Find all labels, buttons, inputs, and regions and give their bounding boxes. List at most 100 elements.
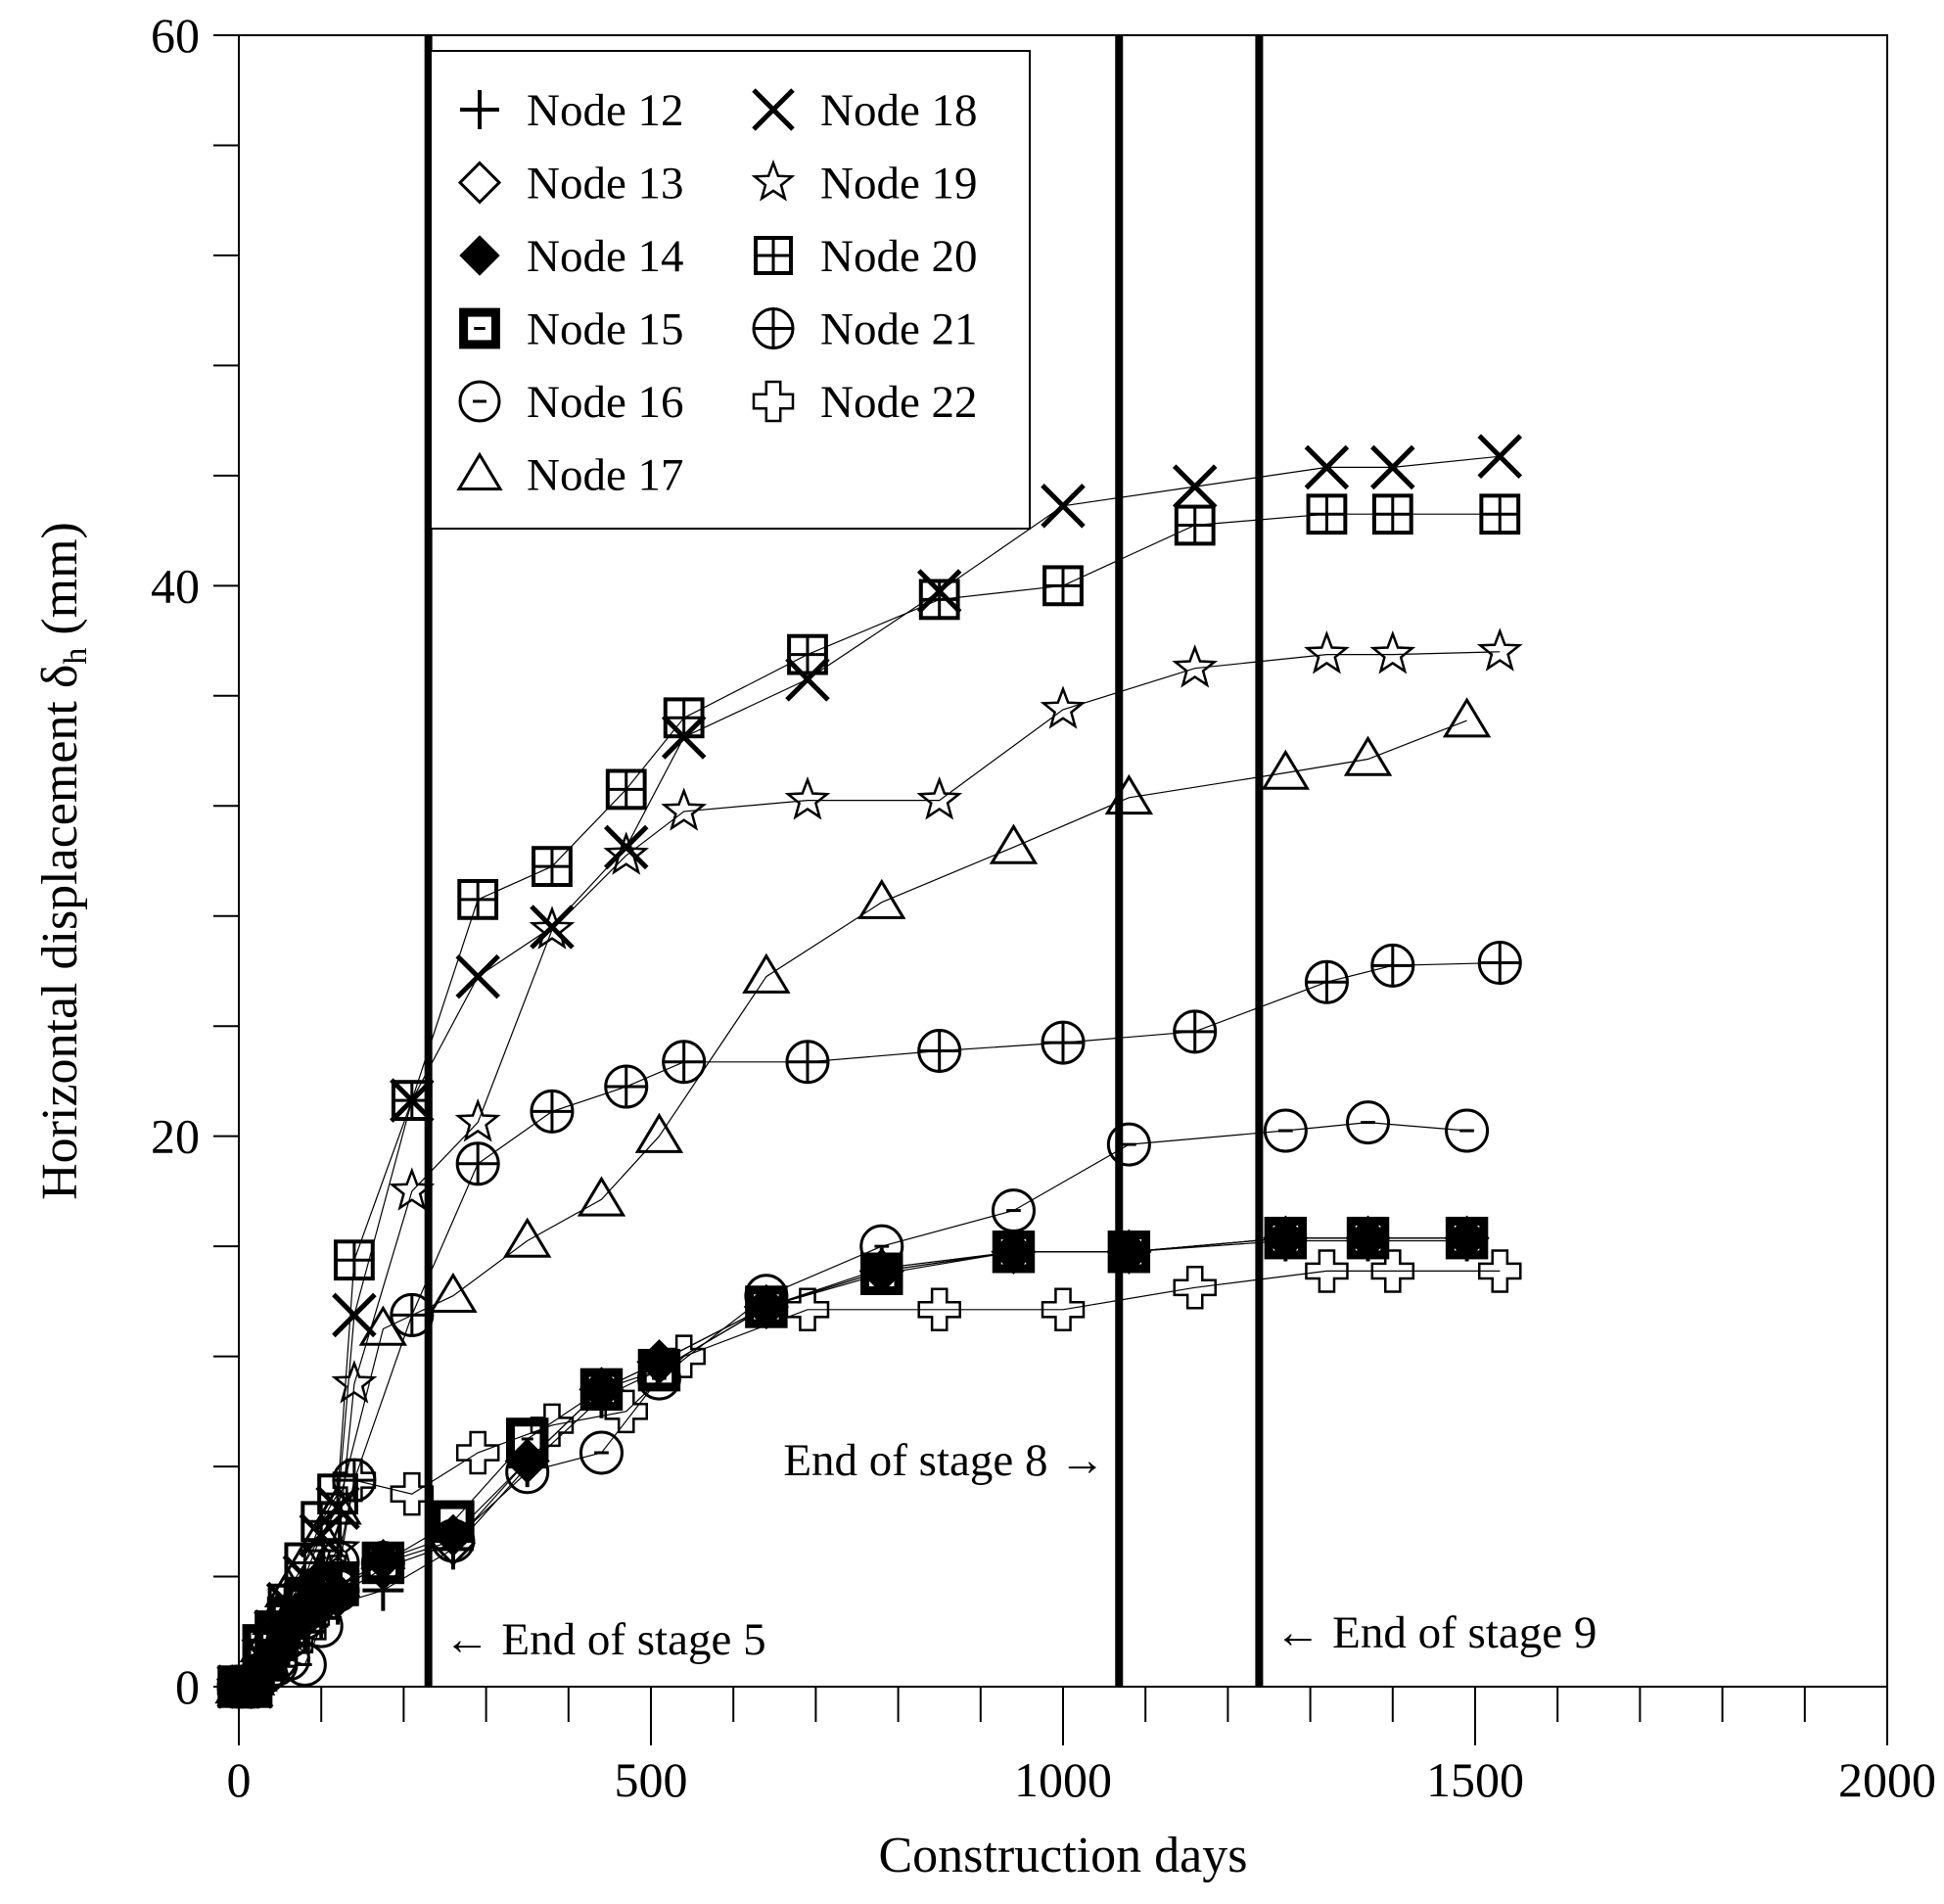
legend-label: Node 14: [527, 231, 684, 282]
data-point: [1263, 1108, 1308, 1153]
data-point: [1306, 493, 1348, 535]
data-point: [603, 824, 649, 870]
data-point: [662, 1334, 706, 1378]
data-point: [429, 1272, 478, 1313]
series-node-18: [216, 434, 1523, 1709]
x-axis-title: Construction days: [879, 1828, 1248, 1883]
legend-label: Node 22: [820, 377, 978, 428]
legend-marker: [752, 380, 795, 423]
legend-label: Node 13: [527, 159, 684, 209]
y-axis-title-unit: (mm): [32, 522, 88, 648]
data-point: [857, 878, 906, 919]
data-point: [283, 1609, 327, 1654]
legend: Node 12 Node 13 Node 14 Node 15 Node 16 Node …: [430, 50, 1031, 530]
data-point: [1476, 627, 1523, 672]
data-point: [1304, 444, 1350, 490]
data-point: [390, 1471, 435, 1516]
data-point: [634, 1112, 684, 1153]
data-point: [662, 1040, 707, 1085]
data-point: [1041, 484, 1086, 529]
legend-marker: [458, 380, 501, 423]
data-point: [1442, 697, 1492, 738]
y-tick-label: 40: [151, 558, 200, 613]
legend-label: Node 16: [527, 377, 684, 428]
data-point: [1261, 749, 1311, 790]
data-point: [1041, 1287, 1086, 1332]
stage-annotation: End of stage 8 →: [783, 1435, 1105, 1486]
legend-label: Node 12: [527, 85, 684, 136]
y-axis-title-main: Horizontal displacement δ: [32, 665, 88, 1200]
x-axis: 0 500 1000 1500 2000: [227, 1687, 1936, 1807]
data-point: [785, 1040, 830, 1085]
data-point: [360, 1540, 405, 1585]
legend-box: [430, 50, 1031, 530]
data-point: [333, 1239, 375, 1281]
x-tick-label: 0: [227, 1752, 252, 1807]
stage-annotation: ← End of stage 5: [444, 1614, 766, 1665]
data-point: [744, 1274, 789, 1319]
legend-label: Node 19: [820, 159, 978, 209]
legend-marker: [754, 236, 793, 275]
series-node-21: [216, 941, 1522, 1709]
data-point: [1174, 504, 1216, 546]
data-point: [229, 1664, 273, 1709]
data-point: [989, 823, 1039, 864]
data-point: [1445, 1108, 1490, 1153]
legend-marker: [460, 90, 499, 129]
data-point: [503, 1217, 552, 1258]
data-point: [579, 1430, 624, 1475]
data-point: [1369, 630, 1416, 674]
y-axis: 0 20 40 60: [151, 8, 239, 1714]
legend-marker: [459, 307, 500, 349]
data-point: [454, 1098, 501, 1142]
data-point: [242, 1650, 286, 1695]
data-point: [315, 1555, 360, 1599]
x-tick-label: 2000: [1838, 1752, 1936, 1807]
legend-marker: [751, 159, 796, 202]
data-point: [505, 1450, 550, 1495]
data-point: [663, 697, 705, 739]
y-tick-label: 60: [151, 8, 200, 63]
legend-marker: [752, 307, 795, 349]
data-point: [1173, 1266, 1217, 1310]
data-point: [299, 1582, 344, 1626]
data-point: [455, 953, 500, 999]
data-point: [457, 878, 499, 920]
data-point: [313, 1484, 362, 1525]
data-point: [579, 1368, 624, 1412]
data-point: [1445, 1216, 1489, 1260]
data-point: [603, 831, 650, 875]
data-point: [1479, 493, 1521, 535]
data-point: [332, 1292, 377, 1338]
data-point: [1040, 685, 1087, 729]
data-point: [254, 1637, 299, 1682]
legend-label: Node 17: [527, 450, 684, 501]
data-point: [1304, 959, 1349, 1004]
data-point: [1343, 735, 1393, 776]
data-point: [742, 952, 791, 994]
legend-marker: [752, 88, 795, 131]
data-point: [455, 1430, 500, 1475]
data-point: [530, 1403, 575, 1448]
data-point: [1305, 1249, 1349, 1293]
series-node-19: [215, 627, 1523, 1706]
stage-annotation: ← End of stage 9: [1274, 1607, 1597, 1658]
legend-label: Node 15: [527, 304, 684, 355]
data-point: [1370, 444, 1415, 490]
data-point: [1041, 1020, 1086, 1065]
data-point: [1477, 941, 1522, 986]
data-point: [605, 768, 647, 811]
data-point: [331, 1360, 378, 1404]
legend-label: Node 18: [820, 85, 978, 136]
data-point: [604, 1389, 648, 1434]
data-point: [1173, 1009, 1218, 1054]
data-point: [787, 633, 828, 675]
legend-marker: [456, 451, 503, 490]
data-point: [455, 1141, 500, 1186]
data-point: [1264, 1216, 1308, 1260]
data-point: [604, 1064, 649, 1109]
data-point: [301, 1501, 343, 1543]
legend-marker: [457, 161, 502, 205]
data-point: [1478, 1249, 1522, 1293]
